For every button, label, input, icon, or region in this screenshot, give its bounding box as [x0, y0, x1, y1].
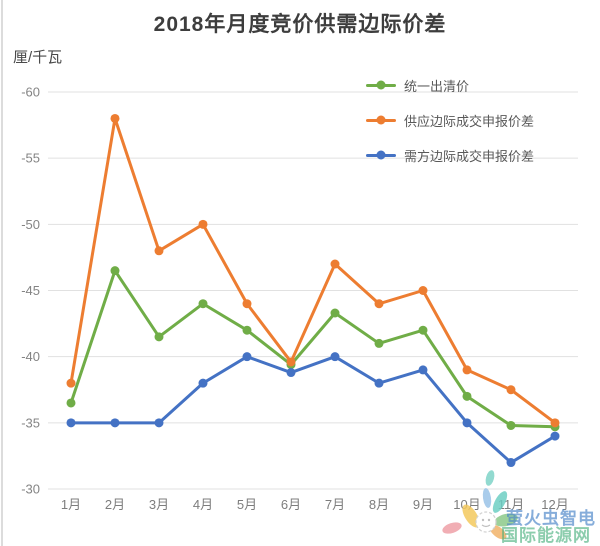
data-point-marker [110, 418, 120, 428]
data-point-marker [154, 332, 164, 342]
series-line-1 [69, 116, 557, 425]
y-tick-label: -35 [21, 415, 40, 430]
data-point-marker [418, 325, 428, 335]
legend-dot-swatch [376, 80, 386, 90]
data-point-marker [462, 418, 472, 428]
data-point-marker [330, 259, 340, 269]
data-point-marker [506, 385, 516, 395]
series-line-0 [69, 269, 557, 429]
y-tick-label: -30 [21, 482, 40, 497]
data-point-marker [550, 431, 560, 441]
y-axis-unit-label: 厘/千瓦 [13, 49, 63, 66]
chart-title: 2018年月度竞价供需边际价差 [153, 13, 447, 36]
x-tick-label: 5月 [237, 497, 257, 512]
x-tick-label: 12月 [541, 497, 568, 512]
y-tick-label: -60 [21, 85, 40, 100]
data-point-marker [286, 357, 296, 367]
data-point-marker [242, 325, 252, 335]
data-point-marker [330, 352, 340, 362]
legend-label: 供应边际成交申报价差 [404, 113, 535, 129]
data-point-marker [242, 299, 252, 309]
data-point-marker [66, 398, 76, 408]
data-point-marker [418, 365, 428, 375]
data-point-marker [66, 378, 76, 388]
data-point-marker [462, 391, 472, 401]
y-tick-label: -40 [21, 349, 40, 364]
x-tick-label: 4月 [193, 497, 213, 512]
watermark-brand-text: 萤火虫智电 [506, 509, 596, 528]
data-point-marker [154, 246, 164, 256]
legend-line-swatch [366, 150, 396, 160]
legend-dot-swatch [376, 150, 386, 160]
data-point-marker [242, 352, 252, 362]
legend-dot-swatch [376, 115, 386, 125]
left-edge-divider [1, 0, 3, 546]
data-point-marker [374, 338, 384, 348]
data-point-marker [330, 308, 340, 318]
legend-item-unified-clearing-price: 统一出清价 [366, 77, 534, 94]
legend-line-swatch [366, 115, 396, 125]
data-point-marker [506, 420, 516, 430]
data-point-marker [66, 418, 76, 428]
data-point-marker [462, 365, 472, 375]
x-tick-label: 3月 [149, 497, 169, 512]
y-tick-label: -50 [21, 217, 40, 232]
x-tick-label: 10月 [453, 497, 480, 512]
data-point-marker [418, 286, 428, 295]
legend-label: 需方边际成交申报价差 [404, 148, 535, 164]
series-line-2 [69, 355, 557, 465]
watermark-site-text: 国际能源网 [501, 526, 591, 545]
data-point-marker [286, 368, 296, 378]
y-tick-label: -45 [21, 283, 40, 298]
legend-item-demand-marginal-spread: 需方边际成交申报价差 [366, 147, 535, 164]
brand-logo-flower-icon [442, 470, 518, 540]
x-tick-label: 9月 [413, 497, 433, 512]
data-point-marker [198, 378, 208, 388]
x-tick-label: 6月 [281, 497, 301, 512]
x-tick-label: 1月 [61, 497, 81, 512]
data-point-marker [550, 418, 560, 428]
legend-item-supply-marginal-spread: 供应边际成交申报价差 [366, 112, 535, 129]
data-point-marker [374, 378, 384, 388]
y-tick-label: -55 [21, 151, 40, 166]
x-tick-label: 8月 [369, 497, 389, 512]
data-point-marker [374, 299, 384, 309]
legend-label: 统一出清价 [404, 78, 470, 94]
data-point-marker [110, 113, 120, 123]
data-point-marker [198, 219, 208, 229]
legend-line-swatch [366, 80, 396, 90]
x-tick-label: 7月 [325, 497, 345, 512]
data-point-marker [110, 266, 120, 276]
x-tick-label: 2月 [105, 497, 125, 512]
data-point-marker [198, 299, 208, 309]
data-point-marker [506, 458, 516, 468]
data-point-marker [154, 418, 164, 428]
chart-legend: 统一出清价 供应边际成交申报价差 需方边际成交申报价差 [366, 77, 534, 182]
